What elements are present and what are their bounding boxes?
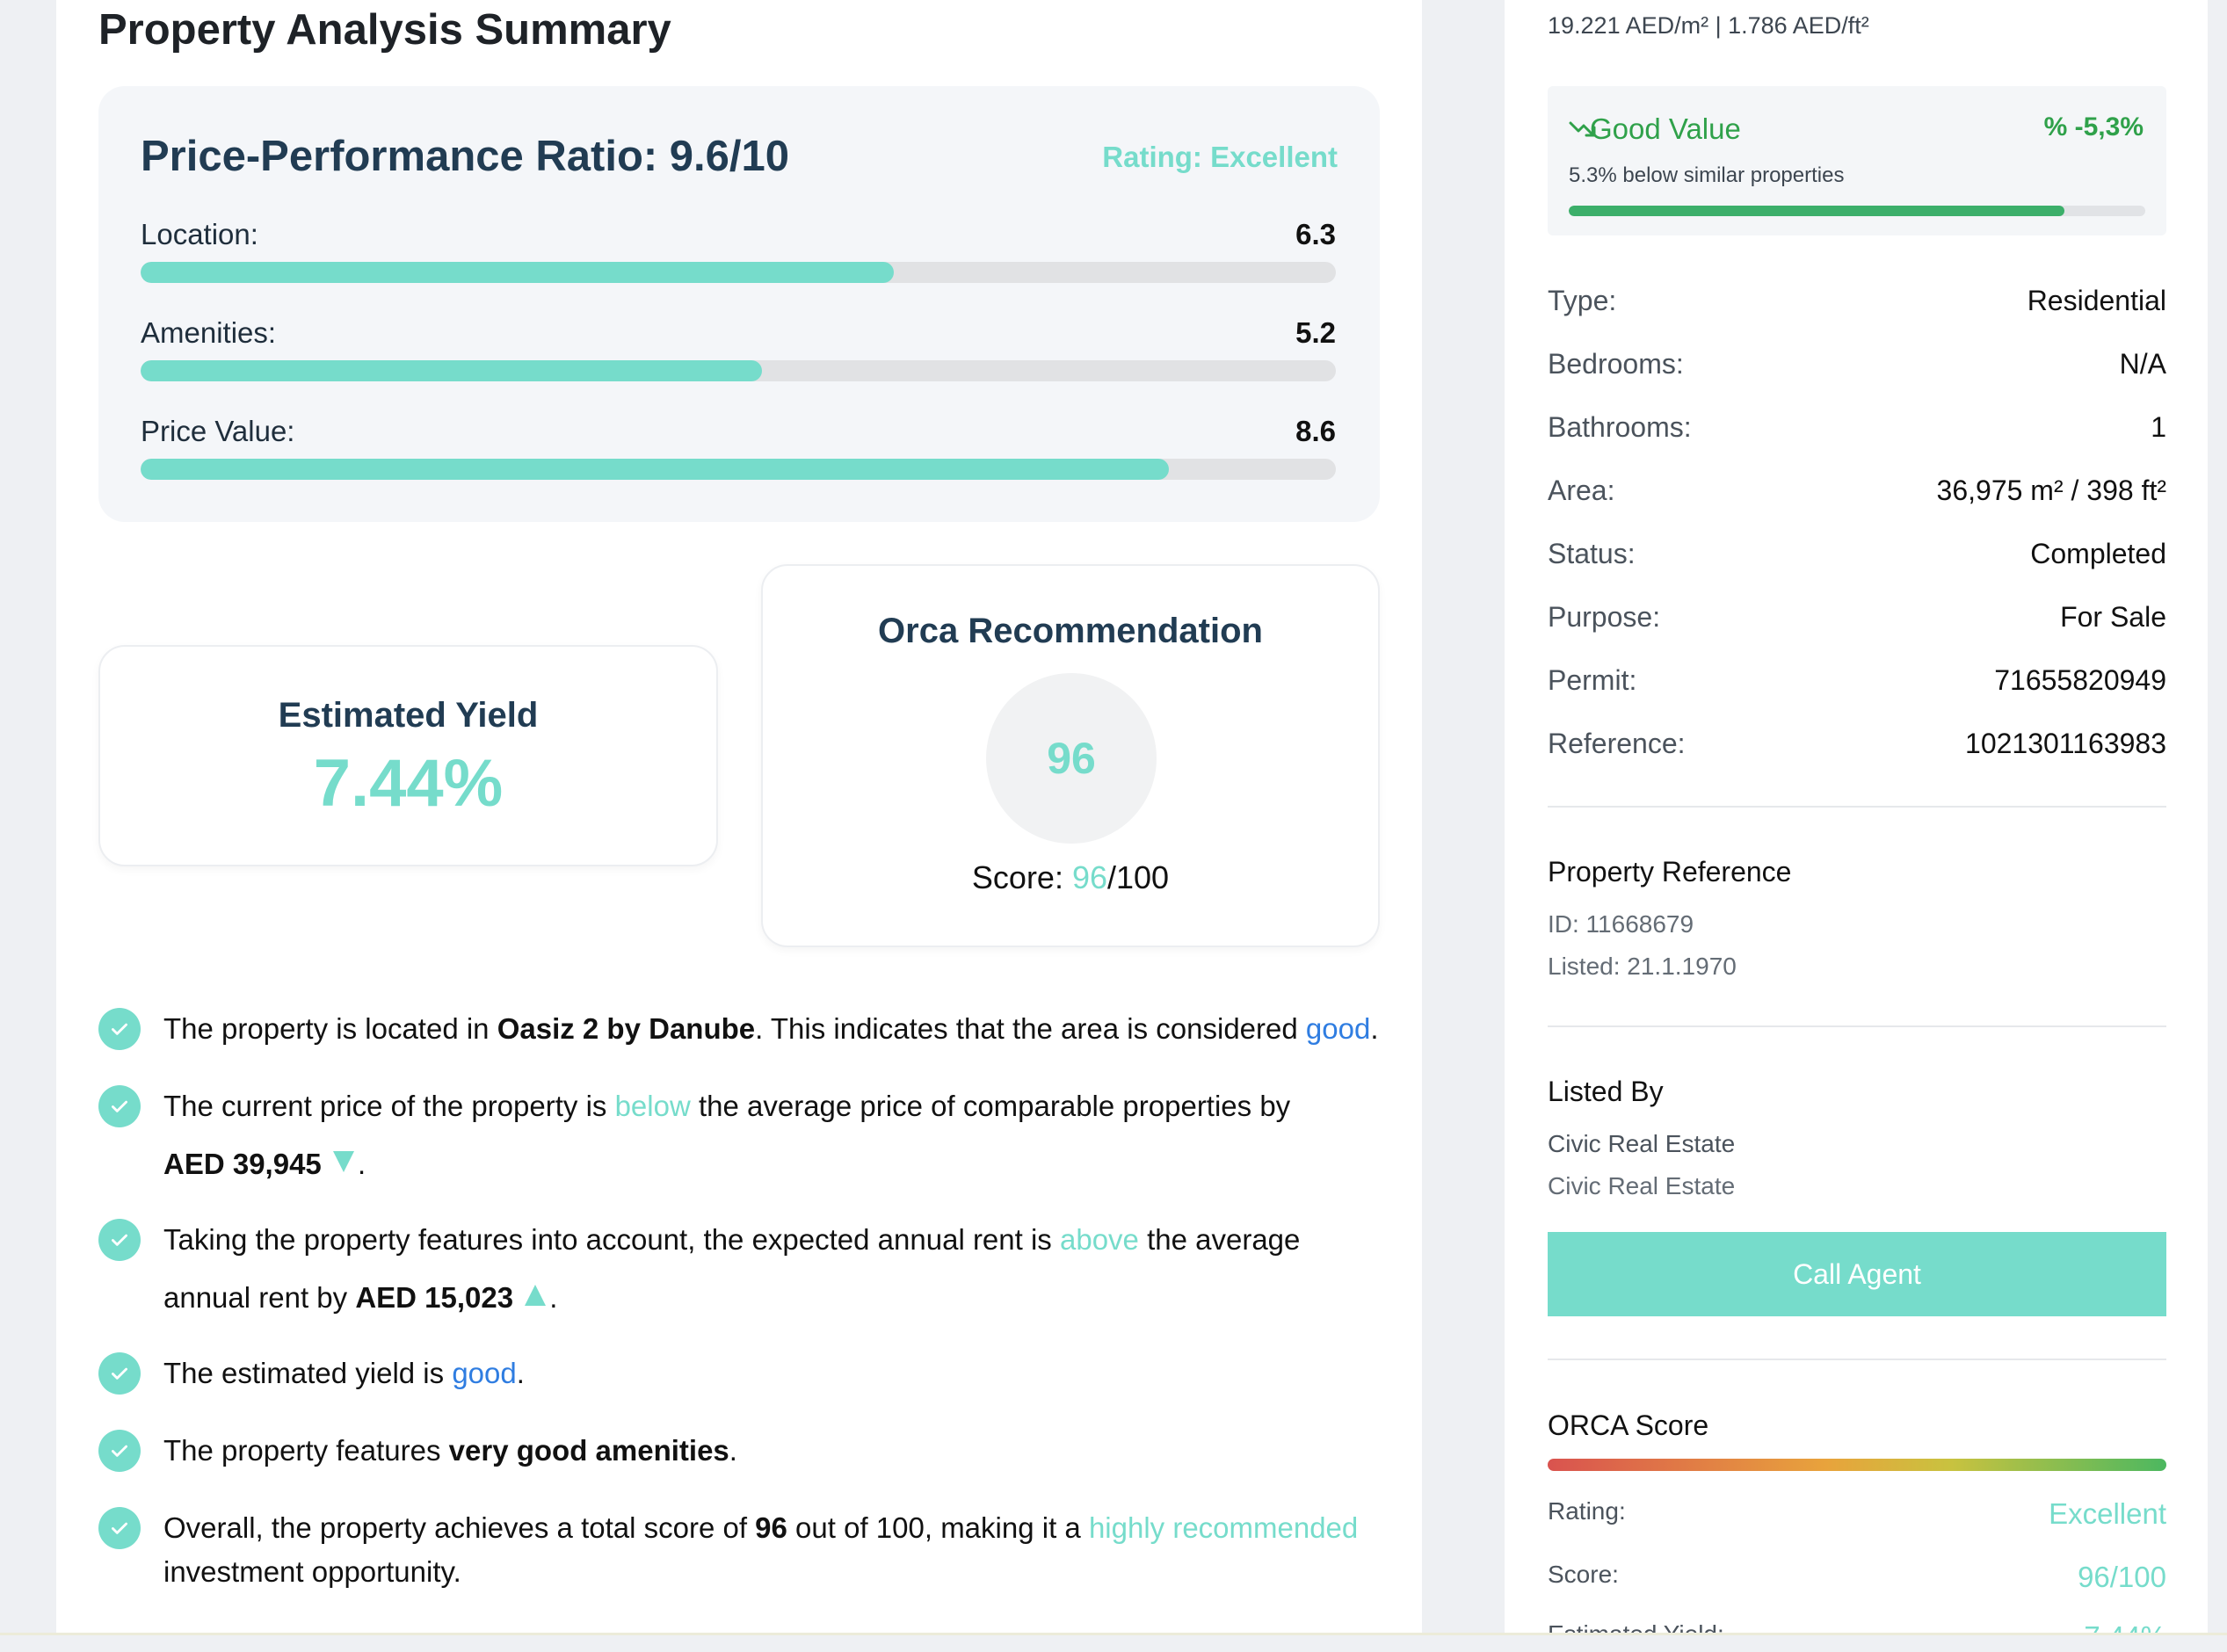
estimated-yield-card: Estimated Yield 7.44%: [98, 645, 718, 866]
detail-value: Completed: [2030, 538, 2166, 569]
page-title: Property Analysis Summary: [98, 6, 671, 54]
listed-date: Listed: 21.1.1970: [1548, 953, 1737, 980]
metric-value: 5.2: [1295, 316, 1336, 349]
metric-value: 6.3: [1295, 218, 1336, 250]
check-icon: [98, 1352, 141, 1395]
bullet-text: The estimated yield is good.: [163, 1357, 525, 1389]
good-link: good: [452, 1357, 517, 1389]
good-value-title: Good Value: [1590, 112, 1741, 145]
score-suffix: /100: [1107, 859, 1170, 895]
score-number: 96: [1071, 859, 1107, 895]
detail-value: 71655820949: [1994, 664, 2166, 696]
detail-label: Bathrooms:: [1548, 411, 1692, 443]
bullet-text: Taking the property features into accoun…: [163, 1223, 1301, 1314]
listed-by-title: Listed By: [1548, 1076, 1664, 1107]
orca-score-gradient-bar: [1548, 1459, 2166, 1471]
check-icon: [98, 1008, 141, 1050]
bullet-text: Overall, the property achieves a total s…: [163, 1511, 1359, 1588]
below-highlight: below: [614, 1090, 691, 1122]
good-value-percent: % -5,3%: [2043, 112, 2144, 141]
score-prefix: Score:: [971, 859, 1072, 895]
detail-label: Reference:: [1548, 728, 1686, 759]
good-value-panel: Good Value % -5,3% 5.3% below similar pr…: [1548, 86, 2166, 235]
metric-bar: [141, 459, 1336, 480]
detail-value: 1: [2151, 411, 2166, 443]
metric-bar: [141, 262, 1336, 283]
divider: [1548, 1359, 2166, 1360]
metric-value: 8.6: [1295, 415, 1336, 447]
detail-label: Status:: [1548, 538, 1636, 569]
metric-label: Price Value:: [141, 415, 295, 447]
good-value-bar: [1569, 206, 2145, 216]
detail-value: N/A: [2119, 348, 2166, 380]
metric-label: Amenities:: [141, 316, 277, 349]
detail-value: 36,975 m² / 398 ft²: [1936, 475, 2166, 506]
good-value-subtitle: 5.3% below similar properties: [1569, 163, 1845, 187]
trend-down-icon: [1569, 121, 1596, 137]
metric-bar: [141, 360, 1336, 381]
score-label: Rating:: [1548, 1497, 1626, 1525]
property-id: ID: 11668679: [1548, 910, 1694, 938]
detail-label: Permit:: [1548, 664, 1637, 696]
check-icon: [98, 1219, 141, 1261]
detail-value: Residential: [2027, 285, 2166, 316]
detail-label: Purpose:: [1548, 601, 1661, 633]
property-sidebar: [1505, 0, 2208, 1652]
arrow-up-icon: [525, 1285, 547, 1306]
call-agent-button[interactable]: Call Agent: [1548, 1232, 2166, 1316]
bullet-text: The current price of the property is bel…: [163, 1090, 1291, 1180]
detail-value: For Sale: [2060, 601, 2166, 633]
good-link: good: [1305, 1012, 1371, 1045]
highly-recommended-highlight: highly recommended: [1088, 1511, 1359, 1544]
rating-label: Rating: Excellent: [1102, 141, 1338, 173]
arrow-down-icon: [332, 1151, 354, 1172]
price-performance-panel: Price-Performance Ratio: 9.6/10 Rating: …: [98, 86, 1380, 522]
orca-recommendation-title: Orca Recommendation: [878, 612, 1263, 650]
divider: [1548, 806, 2166, 808]
score-label: Score:: [1548, 1561, 1619, 1588]
agency-name: Civic Real Estate: [1548, 1130, 1736, 1157]
check-icon: [98, 1507, 141, 1549]
bullet-text: The property features very good amenitie…: [163, 1434, 737, 1467]
metric-bar-fill: [141, 459, 1169, 480]
orca-score-title: ORCA Score: [1548, 1409, 1709, 1441]
detail-label: Area:: [1548, 475, 1615, 506]
check-icon: [98, 1085, 141, 1127]
orca-score-number: 96: [1047, 734, 1096, 783]
detail-value: 1021301163983: [1965, 728, 2166, 759]
metric-bar-fill: [141, 262, 894, 283]
estimated-yield-value: 7.44%: [313, 746, 504, 821]
score-value: Excellent: [2049, 1497, 2166, 1530]
metric-label: Location:: [141, 218, 258, 250]
check-icon: [98, 1430, 141, 1472]
score-value: 96/100: [2078, 1561, 2166, 1593]
good-value-bar-fill: [1569, 206, 2065, 216]
above-highlight: above: [1059, 1223, 1139, 1256]
bullet-text: The property is located in Oasiz 2 by Da…: [163, 1012, 1379, 1045]
orca-score-line: Score: 96/100: [763, 859, 1378, 896]
metric-bar-fill: [141, 360, 763, 381]
price-performance-title: Price-Performance Ratio: 9.6/10: [141, 133, 790, 180]
window-bottom-edge: [0, 1633, 2227, 1652]
divider: [1548, 1025, 2166, 1027]
orca-score-circle: 96: [986, 673, 1157, 844]
property-reference-title: Property Reference: [1548, 856, 1792, 888]
agent-name: Civic Real Estate: [1548, 1172, 1736, 1199]
detail-label: Bedrooms:: [1548, 348, 1684, 380]
orca-recommendation-card: Orca Recommendation 96 Score: 96/100: [761, 564, 1380, 947]
price-per-area: 19.221 AED/m² | 1.786 AED/ft²: [1548, 12, 1869, 39]
detail-label: Type:: [1548, 285, 1617, 316]
estimated-yield-title: Estimated Yield: [278, 696, 539, 735]
window-bottom-line: [0, 1633, 2227, 1635]
